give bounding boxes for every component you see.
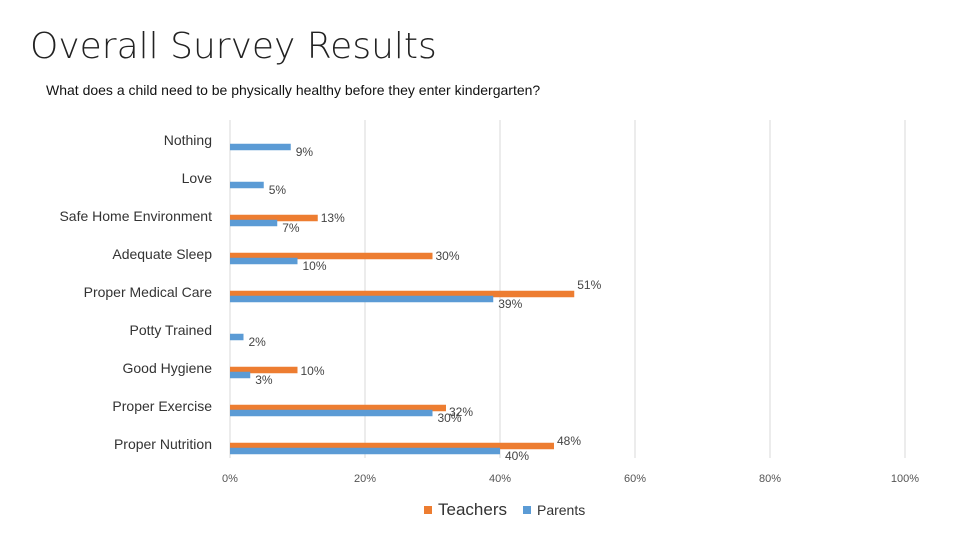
category-label-adequate-sleep: Adequate Sleep — [112, 246, 212, 262]
x-tick-label: 60% — [624, 473, 646, 485]
bar-teachers-proper-exercise — [230, 404, 446, 412]
bar-parents-potty-trained — [230, 333, 244, 341]
data-label-teachers-proper-nutrition: 48% — [557, 434, 581, 448]
category-label-nothing: Nothing — [164, 132, 212, 148]
data-label-teachers-adequate-sleep: 30% — [436, 249, 460, 263]
legend-item-parents: Parents — [522, 502, 586, 518]
category-label-safe-home-environment: Safe Home Environment — [59, 208, 212, 224]
x-tick-label: 100% — [891, 473, 919, 485]
legend-label-teachers: Teachers — [438, 500, 507, 519]
legend-swatch-teachers — [424, 506, 432, 514]
x-tick-label: 80% — [759, 473, 781, 485]
data-label-teachers-good-hygiene: 10% — [301, 364, 325, 378]
bar-teachers-good-hygiene — [230, 366, 298, 374]
data-label-parents-safe-home-environment: 7% — [282, 221, 300, 235]
x-tick-label: 0% — [222, 473, 238, 485]
legend-swatch-parents — [522, 506, 531, 514]
data-label-parents-love: 5% — [269, 183, 287, 197]
gridlines — [229, 120, 906, 458]
x-tick-labels: 0% 20% 40% 60% 80% 100% — [222, 473, 919, 485]
data-label-parents-nothing: 9% — [296, 145, 314, 159]
chart-subtitle: What does a child need to be physically … — [46, 82, 541, 98]
data-label-parents-proper-nutrition: 40% — [505, 449, 529, 463]
x-tick-label: 40% — [489, 473, 511, 485]
bar-parents-proper-exercise — [230, 409, 433, 417]
bar-teachers-adequate-sleep — [230, 252, 433, 260]
category-label-potty-trained: Potty Trained — [130, 322, 213, 338]
bar-parents-proper-nutrition — [230, 447, 500, 455]
data-label-parents-potty-trained: 2% — [249, 335, 267, 349]
bar-teachers-proper-medical-care — [230, 290, 575, 298]
slide-title: Overall Survey Results — [30, 26, 437, 67]
bars — [230, 143, 575, 455]
bar-teachers-proper-nutrition — [230, 442, 554, 450]
category-label-proper-medical-care: Proper Medical Care — [84, 284, 213, 300]
bar-parents-good-hygiene — [230, 371, 251, 379]
bar-parents-proper-medical-care — [230, 295, 494, 303]
data-label-teachers-safe-home-environment: 13% — [321, 211, 345, 225]
bar-parents-safe-home-environment — [230, 219, 278, 227]
bar-parents-love — [230, 181, 264, 189]
legend: Teachers Parents — [424, 499, 585, 521]
data-label-parents-good-hygiene: 3% — [255, 373, 273, 387]
bar-teachers-safe-home-environment — [230, 214, 318, 222]
category-label-proper-nutrition: Proper Nutrition — [114, 436, 212, 452]
data-label-parents-adequate-sleep: 10% — [303, 259, 327, 273]
data-labels: 9%5%13%7%30%10%51%39%2%10%3%32%30%48%40% — [249, 145, 602, 463]
x-tick-label: 20% — [354, 473, 376, 485]
data-label-teachers-proper-medical-care: 51% — [577, 278, 601, 292]
bar-parents-adequate-sleep — [230, 257, 298, 265]
legend-item-teachers: Teachers — [424, 500, 507, 520]
bar-parents-nothing — [230, 143, 291, 151]
category-label-good-hygiene: Good Hygiene — [122, 360, 212, 376]
category-labels: Nothing Love Safe Home Environment Adequate… — [59, 132, 212, 452]
category-label-proper-exercise: Proper Exercise — [112, 398, 212, 414]
data-label-parents-proper-exercise: 30% — [438, 411, 462, 425]
category-label-love: Love — [182, 170, 213, 186]
data-label-teachers-proper-exercise: 32% — [449, 405, 473, 419]
data-label-parents-proper-medical-care: 39% — [498, 297, 522, 311]
legend-label-parents: Parents — [536, 502, 586, 518]
